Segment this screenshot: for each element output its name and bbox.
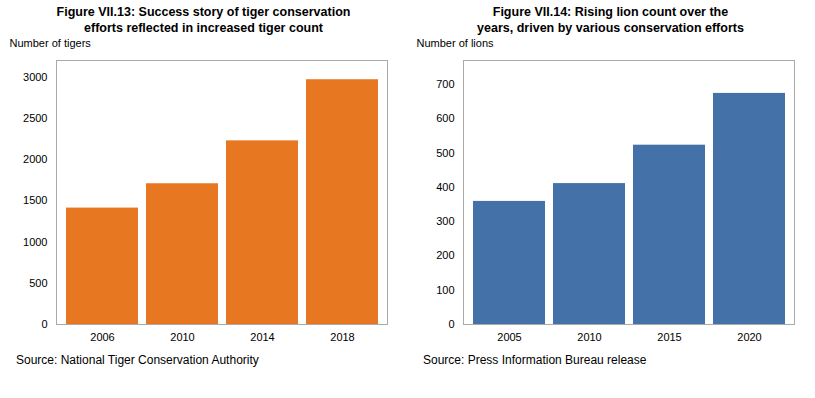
- svg-text:200: 200: [436, 249, 454, 261]
- html-text:Figure VII.14: Rising lion cou: Figure VII.14: Rising lion count over th…: [492, 5, 729, 19]
- svg-text:700: 700: [436, 78, 454, 90]
- svg-text:100: 100: [436, 284, 454, 296]
- svg-text:2018: 2018: [330, 331, 354, 343]
- html-text:Figure VII.13: Success story o: Figure VII.13: Success story of tiger co…: [56, 5, 351, 19]
- svg-text:2010: 2010: [170, 331, 194, 343]
- svg-text:Number of lions: Number of lions: [417, 37, 495, 49]
- svg-text:2500: 2500: [23, 112, 47, 124]
- svg-text:1000: 1000: [23, 236, 47, 248]
- svg-text:500: 500: [29, 277, 47, 289]
- svg-text:0: 0: [448, 318, 454, 330]
- svg-text:600: 600: [436, 112, 454, 124]
- svg-text:2015: 2015: [657, 331, 681, 343]
- html-text:years, driven by various conse: years, driven by various conservation ef…: [477, 21, 744, 35]
- svg-text:2000: 2000: [23, 153, 47, 165]
- html-text:Source: National Tiger Conserv: Source: National Tiger Conservation Auth…: [16, 353, 259, 367]
- svg-text:2005: 2005: [497, 331, 521, 343]
- svg-text:3000: 3000: [23, 71, 47, 83]
- svg-text:1500: 1500: [23, 194, 47, 206]
- svg-text:500: 500: [436, 147, 454, 159]
- html-text:Source: Press Information Bure: Source: Press Information Bureau release: [423, 353, 647, 367]
- html-text:efforts reflected in increased: efforts reflected in increased tiger cou…: [84, 21, 323, 35]
- svg-text:300: 300: [436, 215, 454, 227]
- svg-text:400: 400: [436, 181, 454, 193]
- svg-text:Number of tigers: Number of tigers: [10, 37, 92, 49]
- svg-text:2020: 2020: [737, 331, 761, 343]
- svg-text:2014: 2014: [250, 331, 274, 343]
- svg-text:2006: 2006: [90, 331, 114, 343]
- svg-text:2010: 2010: [577, 331, 601, 343]
- svg-text:0: 0: [41, 318, 47, 330]
